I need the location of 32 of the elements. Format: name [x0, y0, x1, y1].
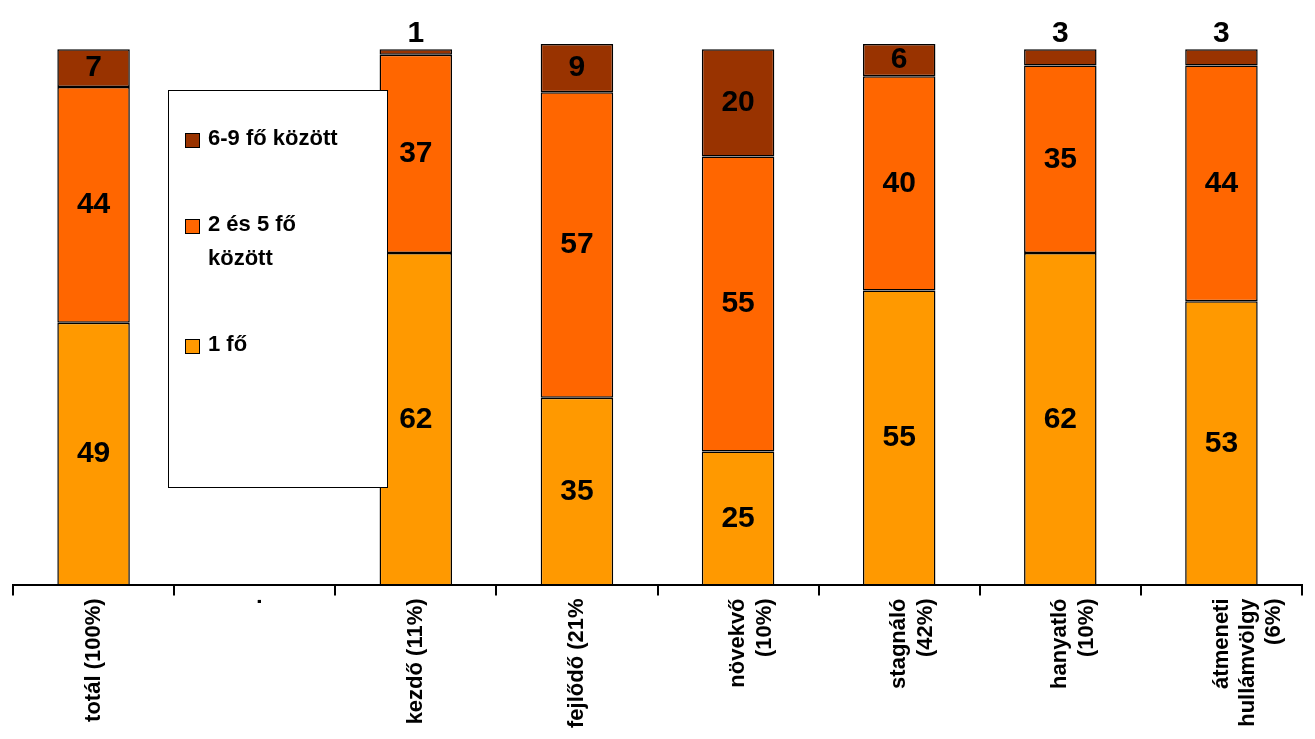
- x-tick-label: átmeneti hullámvölgy (6%): [1207, 597, 1286, 727]
- data-label: 20: [721, 84, 755, 118]
- legend-label: 6-9 fő között: [208, 124, 338, 152]
- data-label: 35: [1043, 140, 1077, 174]
- x-tick-label: .: [240, 598, 266, 605]
- data-label: 7: [85, 49, 102, 83]
- data-label: 6: [890, 41, 908, 75]
- data-label: 62: [399, 400, 433, 434]
- data-label: 40: [882, 164, 916, 198]
- x-tick-label: stagnáló (42%): [885, 598, 937, 689]
- data-label: 25: [721, 499, 755, 533]
- data-label: 62: [1043, 400, 1077, 434]
- legend-label: 1 fő: [208, 330, 248, 358]
- data-label: 9: [568, 49, 586, 83]
- data-label: 37: [399, 135, 433, 169]
- data-label: 57: [560, 226, 594, 260]
- x-tick-label: fejlődő (21%: [563, 598, 588, 729]
- data-label: 53: [1204, 424, 1239, 458]
- data-label: 44: [76, 186, 111, 220]
- data-label: 3: [1051, 14, 1069, 48]
- x-tick-label: hanyatló (10%): [1046, 598, 1098, 689]
- data-label: 44: [1204, 164, 1239, 198]
- data-label: 35: [560, 472, 594, 506]
- data-label: 49: [76, 435, 111, 469]
- data-label: 1: [407, 14, 425, 48]
- x-tick-label: totál (100%): [79, 598, 105, 722]
- x-tick-label: növekvő (10%): [724, 598, 776, 688]
- data-label: 3: [1213, 14, 1230, 48]
- data-label: 55: [721, 285, 755, 319]
- data-label: 55: [882, 419, 916, 453]
- legend-label: 2 és 5 fő között: [208, 210, 297, 272]
- x-tick-label: kezdő (11%): [401, 598, 427, 725]
